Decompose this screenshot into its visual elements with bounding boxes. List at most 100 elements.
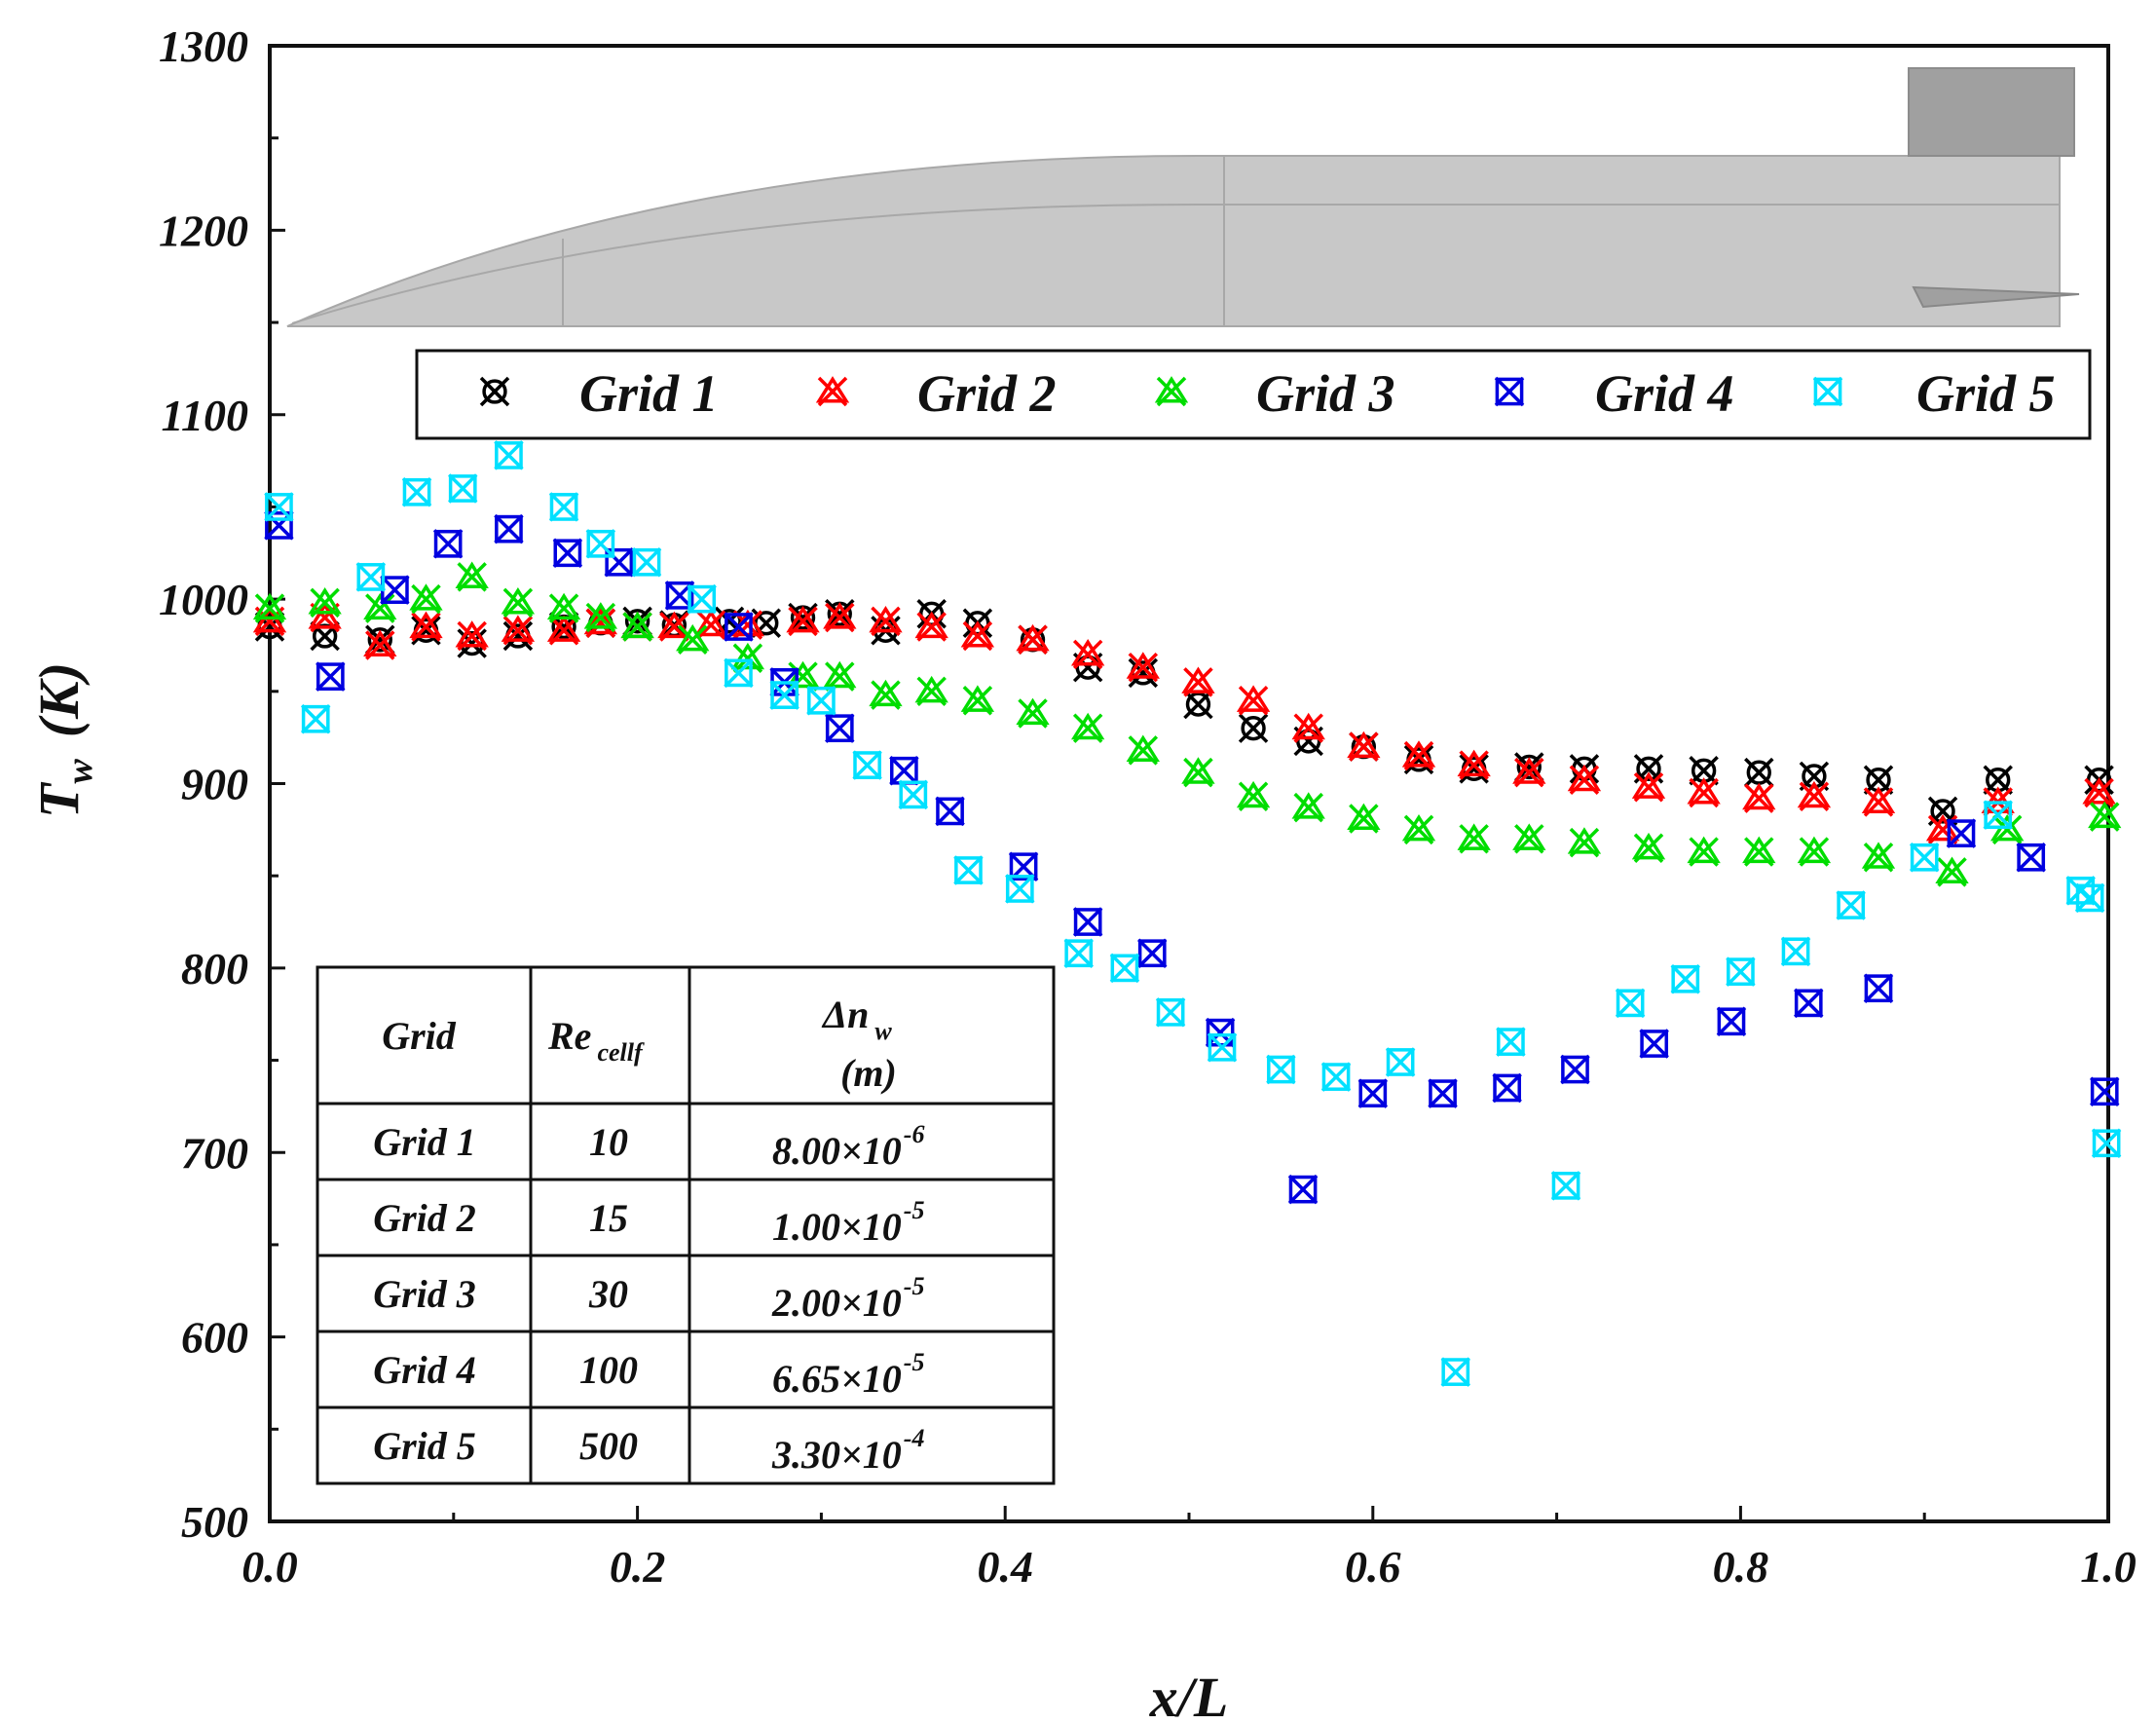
table-cell-dn-2: 1.00×10-5 <box>772 1196 924 1249</box>
data-point-grid-5 <box>1440 1357 1470 1387</box>
data-point-grid-3 <box>1457 823 1491 854</box>
table-cell-dn-3-mantissa: 2.00×10 <box>771 1281 902 1325</box>
x-tick-label: 0.8 <box>1713 1542 1769 1592</box>
table-cell-re-4: 100 <box>579 1348 638 1392</box>
data-point-grid-3 <box>501 587 536 618</box>
data-point-grid-3 <box>455 561 489 592</box>
data-point-grid-4 <box>1072 907 1103 937</box>
data-point-grid-3 <box>960 685 995 716</box>
table-header-re-main: Re <box>547 1014 591 1058</box>
data-point-grid-5 <box>898 779 929 810</box>
y-axis-label-unit: (K) <box>27 662 91 737</box>
legend-label-grid-5: Grid 5 <box>1916 364 2056 423</box>
data-point-grid-3 <box>2088 801 2122 832</box>
data-point-grid-3 <box>583 602 617 633</box>
data-point-grid-1 <box>1238 713 1269 743</box>
data-point-grid-5 <box>724 657 754 689</box>
data-point-grid-5 <box>806 686 836 716</box>
table-header-dn: Δn w <box>821 993 892 1045</box>
y-tick-labels: 500 600 700 800 900 1000 1100 1200 1300 <box>159 21 248 1547</box>
data-point-grid-5 <box>631 547 662 578</box>
legend-marker-symbol <box>1812 376 1843 407</box>
data-point-grid-4 <box>316 661 346 692</box>
data-point-grid-1 <box>1183 689 1213 720</box>
data-point-grid-2 <box>657 611 691 642</box>
y-tick-label: 1300 <box>159 21 248 71</box>
data-point-grid-4 <box>1794 988 1824 1019</box>
data-point-grid-5 <box>355 562 387 592</box>
data-point-grid-4 <box>1863 973 1894 1003</box>
data-point-grid-3 <box>1181 757 1215 788</box>
data-point-grid-3 <box>1797 836 1832 867</box>
data-point-grid-5 <box>953 855 984 885</box>
table-cell-grid-4: Grid 4 <box>373 1348 476 1392</box>
legend-marker-grid-1 <box>479 376 510 407</box>
data-point-grid-3 <box>252 592 287 623</box>
data-point-grid-2 <box>1291 712 1325 743</box>
legend-marker-grid-2 <box>815 376 850 407</box>
legend-marker-grid-3 <box>1154 376 1189 407</box>
x-tick-label: 0.0 <box>242 1542 298 1592</box>
data-point-grid-5 <box>300 703 331 734</box>
data-point-grid-5 <box>769 680 799 710</box>
legend-marker-symbol <box>1154 376 1189 407</box>
data-point-grid-5 <box>852 750 882 780</box>
table-header-grid: Grid <box>382 1014 457 1058</box>
data-point-grid-5 <box>1836 890 1866 920</box>
table-cell-dn-1-mantissa: 8.00×10 <box>772 1129 902 1173</box>
data-point-grid-4 <box>724 612 754 642</box>
legend-box <box>415 349 2092 440</box>
table-cell-dn-5: 3.30×10-4 <box>771 1424 924 1477</box>
data-point-grid-5 <box>494 440 524 470</box>
x-tick-labels: 0.0 0.2 0.4 0.6 0.8 1.0 <box>242 1542 2137 1592</box>
data-point-grid-3 <box>1126 734 1160 766</box>
legend-marker-symbol <box>815 376 850 407</box>
data-point-grid-5 <box>2091 1128 2122 1159</box>
y-axis-label: Tw (K) <box>27 662 100 818</box>
data-point-grid-4 <box>825 713 855 743</box>
data-point-grid-4 <box>2089 1076 2120 1106</box>
data-point-grid-2 <box>869 605 903 637</box>
data-point-grid-2 <box>1236 685 1271 716</box>
data-point-grid-3 <box>1990 813 2025 845</box>
data-point-grid-3 <box>1631 832 1666 864</box>
y-tick-label: 500 <box>181 1497 248 1547</box>
data-point-grid-2 <box>1861 786 1896 817</box>
data-point-grid-2 <box>409 611 443 642</box>
data-point-grid-2 <box>583 607 617 638</box>
legend-label-grid-1: Grid 1 <box>579 364 719 423</box>
data-point-grid-1 <box>714 606 745 637</box>
data-point-grid-5 <box>1615 988 1646 1019</box>
data-point-grid-3 <box>1401 813 1436 845</box>
x-tick-label: 0.6 <box>1345 1542 1401 1592</box>
data-point-grid-5 <box>1385 1047 1416 1077</box>
data-point-grid-4 <box>1137 938 1168 968</box>
x-tick-label: 0.4 <box>977 1542 1033 1592</box>
table-cell-dn-1-exponent: -6 <box>904 1120 925 1148</box>
y-tick-label: 1100 <box>162 391 248 440</box>
x-axis-label: x/L <box>1149 1666 1229 1724</box>
data-point-grid-1 <box>1744 757 1774 788</box>
vehicle-upper-seam <box>291 204 2060 324</box>
table-header-dn-sub: w <box>874 1017 892 1045</box>
data-point-grid-2 <box>1016 623 1050 656</box>
data-point-grid-5 <box>687 583 717 615</box>
data-point-grid-5 <box>1550 1171 1581 1201</box>
data-point-grid-3 <box>1236 780 1271 811</box>
data-point-grid-5 <box>1005 874 1035 904</box>
table-cell-grid-2: Grid 2 <box>373 1196 476 1240</box>
data-point-grid-3 <box>1291 792 1325 823</box>
legend-label-grid-2: Grid 2 <box>917 364 1057 423</box>
data-point-grid-4 <box>1946 818 1977 848</box>
data-point-grid-2 <box>960 620 995 652</box>
data-point-grid-4 <box>1560 1054 1590 1085</box>
data-point-grid-3 <box>730 642 765 673</box>
y-tick-label: 600 <box>181 1313 248 1363</box>
table-cell-dn-4-mantissa: 6.65×10 <box>772 1357 902 1401</box>
table-cell-dn-2-exponent: -5 <box>904 1196 925 1224</box>
data-point-grid-2 <box>1457 749 1491 780</box>
data-point-grid-2 <box>1687 777 1721 808</box>
data-point-grid-2 <box>823 602 857 633</box>
data-point-grid-4 <box>552 538 583 569</box>
